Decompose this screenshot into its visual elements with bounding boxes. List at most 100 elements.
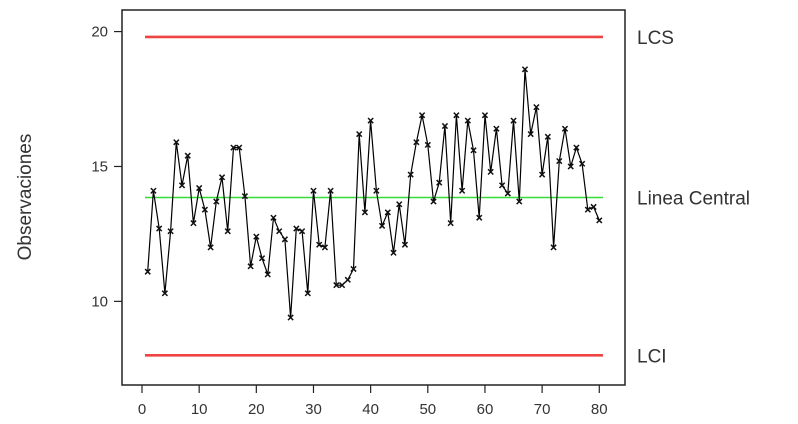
data-point [264, 271, 271, 278]
data-point [493, 125, 500, 132]
data-point [470, 147, 477, 154]
x-tick-label: 70 [534, 401, 551, 418]
data-point [407, 171, 414, 178]
y-axis: 10 15 20 [91, 24, 122, 310]
data-point [178, 182, 186, 189]
data-point [521, 66, 529, 73]
x-tick-label: 10 [191, 401, 208, 418]
data-point [441, 122, 449, 130]
data-point [458, 187, 466, 194]
y-axis-title: Observaciones [15, 134, 36, 261]
data-point [338, 282, 346, 289]
data-point [476, 214, 483, 221]
data-point [270, 214, 277, 221]
data-point [224, 228, 231, 235]
x-axis: 0 10 20 30 40 50 60 70 80 [138, 385, 608, 418]
data-point [241, 193, 249, 200]
data-point [550, 244, 557, 251]
x-tick-label: 30 [305, 401, 322, 418]
data-point [533, 103, 540, 111]
data-point [361, 209, 369, 216]
data-point [453, 112, 460, 119]
data-point [390, 249, 397, 256]
y-tick-label: 15 [91, 158, 108, 175]
data-point [538, 171, 546, 178]
data-point [190, 219, 197, 227]
data-point [504, 190, 511, 197]
x-tick-label: 80 [591, 401, 608, 418]
data-point [590, 203, 597, 211]
data-point [556, 157, 563, 165]
data-point [247, 263, 254, 270]
data-point [281, 236, 289, 243]
x-tick-label: 40 [362, 401, 379, 418]
data-point [516, 198, 523, 205]
data-point [596, 217, 603, 224]
data-point [430, 198, 437, 205]
data-point [236, 144, 243, 151]
data-point [573, 144, 580, 151]
data-point [378, 222, 386, 229]
data-point [350, 265, 357, 273]
data-point [510, 117, 517, 124]
data-point [218, 174, 226, 181]
data-point [161, 290, 168, 297]
data-point [424, 141, 431, 149]
series-line-group [147, 69, 600, 318]
data-point [527, 130, 534, 138]
y-tick-label: 20 [91, 24, 108, 41]
data-point [258, 255, 266, 262]
data-point [196, 184, 203, 192]
data-point [447, 219, 454, 227]
data-point [327, 187, 334, 194]
reference-lines [145, 35, 603, 357]
data-point [150, 187, 157, 194]
data-point [253, 233, 260, 240]
data-point [321, 244, 329, 251]
data-point [184, 152, 191, 159]
x-tick-label: 0 [138, 401, 146, 418]
data-point [373, 187, 380, 194]
data-point [401, 241, 409, 248]
data-point [213, 198, 220, 205]
data-point [293, 225, 300, 232]
data-point [561, 125, 569, 132]
data-point [304, 290, 311, 297]
data-point [418, 112, 426, 119]
data-point [356, 130, 363, 138]
data-point [287, 314, 294, 321]
data-point [384, 209, 391, 216]
data-point [173, 139, 180, 146]
data-point [207, 244, 214, 251]
data-point [396, 201, 403, 208]
reference-label-lci: LCI [637, 346, 667, 367]
reference-label-linea-central: Linea Central [637, 189, 750, 210]
data-point [487, 168, 494, 176]
y-tick-label: 10 [91, 293, 108, 310]
series-line [147, 69, 600, 318]
data-point [144, 268, 151, 275]
x-tick-label: 60 [477, 401, 494, 418]
data-point [310, 187, 317, 194]
data-point [316, 241, 323, 248]
data-point [201, 206, 209, 213]
data-point [584, 206, 591, 213]
data-point [344, 276, 351, 283]
data-point [464, 117, 471, 124]
data-point [230, 144, 237, 151]
data-point [276, 228, 283, 235]
reference-label-lcs: LCS [637, 28, 674, 49]
data-point [367, 117, 374, 124]
data-point [436, 179, 443, 186]
limit-labels: LCS Linea Central LCI [637, 28, 750, 367]
data-point [579, 160, 586, 167]
data-point [498, 182, 506, 189]
data-point [333, 282, 340, 289]
data-point [413, 139, 420, 146]
data-point [544, 133, 551, 140]
x-tick-label: 20 [248, 401, 265, 418]
x-tick-label: 50 [419, 401, 436, 418]
data-point [567, 163, 574, 170]
data-point [298, 228, 306, 235]
